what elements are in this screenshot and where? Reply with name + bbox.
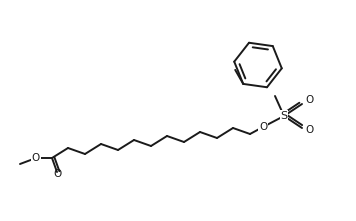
- Text: S: S: [281, 111, 288, 121]
- Text: O: O: [32, 153, 40, 163]
- Text: O: O: [53, 169, 61, 179]
- Text: O: O: [259, 122, 267, 132]
- Text: O: O: [306, 95, 314, 105]
- Text: O: O: [306, 125, 314, 135]
